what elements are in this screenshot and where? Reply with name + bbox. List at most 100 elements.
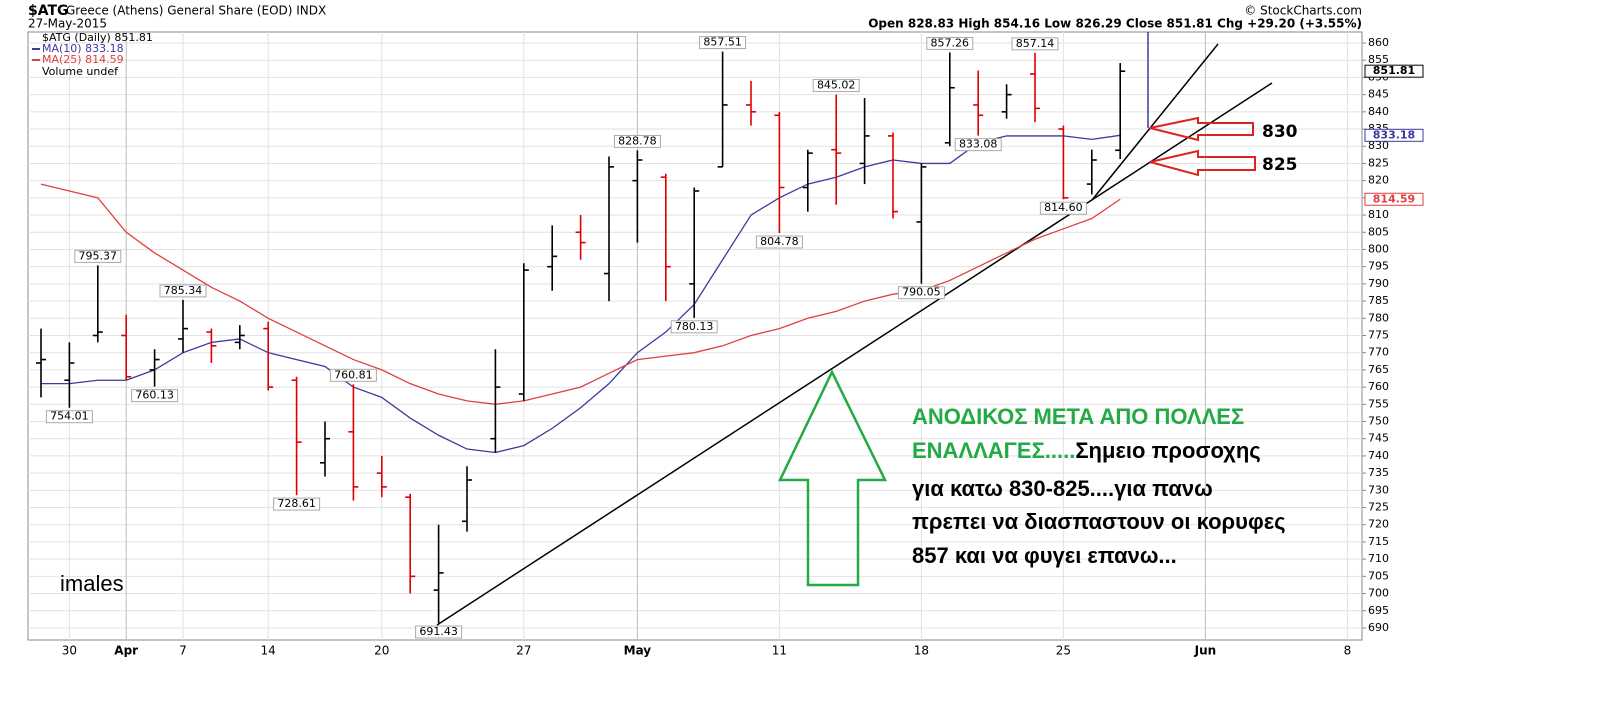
price-tag-box: [1364, 128, 1424, 142]
legend-label: MA(25) 814.59: [42, 53, 124, 66]
y-tick-label: 780: [1368, 311, 1389, 324]
price-tag: 814.59: [1373, 192, 1415, 205]
y-tick-label: 690: [1368, 621, 1389, 634]
value-label: 845.02: [817, 79, 856, 92]
x-tick-label: 20: [374, 644, 389, 658]
y-tick-label: 760: [1368, 380, 1389, 393]
x-tick-label: 7: [179, 644, 187, 658]
x-tick-label: 18: [914, 644, 929, 658]
credit: © StockCharts.com: [1244, 4, 1362, 18]
y-tick-label: 765: [1368, 363, 1389, 376]
value-label: 785.34: [164, 284, 203, 297]
value-label: 780.13: [675, 320, 714, 333]
value-label: 691.43: [419, 625, 458, 638]
price-tag: 851.81: [1373, 64, 1415, 77]
y-tick-label: 790: [1368, 277, 1389, 290]
value-label: 754.01: [50, 410, 89, 423]
note-line: ΑΝΟΔΙΚΟΣ ΜΕΤΑ ΑΠΟ ΠΟΛΛΕΣ: [912, 404, 1244, 429]
x-tick-label: 30: [62, 644, 77, 658]
y-tick-label: 740: [1368, 449, 1389, 462]
plot-frame: [27, 31, 1363, 641]
ma-line: [40, 183, 1121, 405]
y-tick-label: 715: [1368, 535, 1389, 548]
legend-volume: Volume undef: [42, 65, 119, 78]
price-tag-box: [1364, 64, 1424, 78]
value-label-box: [159, 284, 207, 298]
y-tick-label: 710: [1368, 552, 1389, 565]
y-tick-label: 745: [1368, 432, 1389, 445]
value-label: 857.26: [931, 36, 970, 49]
y-tick-label: 720: [1368, 518, 1389, 531]
price-tag: 833.18: [1373, 128, 1415, 141]
y-tick-label: 840: [1368, 105, 1389, 118]
y-tick-label: 785: [1368, 294, 1389, 307]
value-label: 795.37: [79, 249, 118, 262]
value-label-box: [45, 410, 93, 424]
note-line: 857 και να φυγει επανω...: [912, 543, 1177, 568]
x-tick-label: 11: [772, 644, 787, 658]
chart-title: $ATG: [28, 3, 69, 19]
chart-subtitle: Greece (Athens) General Share (EOD) INDX: [66, 4, 326, 18]
y-tick-label: 750: [1368, 415, 1389, 428]
y-tick-label: 825: [1368, 156, 1389, 169]
y-tick-label: 830: [1368, 139, 1389, 152]
level-label: 830: [1262, 122, 1298, 142]
chart-date: 27-May-2015: [28, 17, 107, 31]
value-label-box: [699, 36, 747, 50]
y-tick-label: 800: [1368, 242, 1389, 255]
y-tick-label: 700: [1368, 587, 1389, 600]
y-tick-label: 805: [1368, 225, 1389, 238]
value-label-box: [897, 286, 945, 300]
x-tick-label: Apr: [114, 644, 138, 658]
ma-line: [41, 134, 1121, 454]
value-label: 760.81: [334, 368, 373, 381]
legend-price: $ATG (Daily) 851.81: [42, 31, 153, 44]
value-label: 828.78: [618, 134, 657, 147]
value-label: 857.51: [703, 36, 742, 49]
red-arrow: [1149, 116, 1254, 142]
y-tick-label: 860: [1368, 36, 1389, 49]
value-label: 790.05: [902, 286, 941, 299]
y-tick-label: 810: [1368, 208, 1389, 221]
value-label: 833.08: [959, 138, 998, 151]
value-label-box: [74, 249, 122, 263]
trend-line: [1091, 43, 1219, 201]
value-label-box: [273, 497, 321, 511]
x-tick-label: Jun: [1194, 644, 1217, 658]
value-label-box: [1039, 201, 1087, 215]
x-tick-label: 14: [261, 644, 276, 658]
note-line: για κατω 830-825....για πανω: [912, 476, 1213, 501]
note-line: πρεπει να διασπαστουν οι κορυφες: [912, 509, 1286, 534]
value-label-box: [613, 134, 661, 148]
y-tick-label: 730: [1368, 483, 1389, 496]
y-tick-label: 845: [1368, 88, 1389, 101]
value-label: 728.61: [277, 497, 316, 510]
red-arrow: [1149, 149, 1256, 177]
author: imales: [60, 571, 124, 596]
note-line: ΕΝΑΛΛΑΓΕΣ.....Σημειο προσοχης: [912, 438, 1261, 463]
y-tick-label: 755: [1368, 397, 1389, 410]
legend-label: MA(10) 833.18: [42, 42, 124, 55]
value-label-box: [926, 36, 974, 50]
y-tick-label: 770: [1368, 346, 1389, 359]
price-tag-box: [1364, 192, 1424, 206]
y-tick-label: 775: [1368, 328, 1389, 341]
green-arrow: [778, 369, 888, 587]
price-stats: Open 828.83 High 854.16 Low 826.29 Close…: [868, 17, 1362, 31]
y-tick-label: 705: [1368, 569, 1389, 582]
y-tick-label: 795: [1368, 260, 1389, 273]
x-tick-label: 25: [1056, 644, 1071, 658]
note-green: ΕΝΑΛΛΑΓΕΣ.....: [912, 438, 1075, 463]
value-label-box: [415, 625, 463, 639]
y-tick-label: 735: [1368, 466, 1389, 479]
y-tick-label: 695: [1368, 604, 1389, 617]
value-label: 857.14: [1016, 37, 1055, 50]
trend-line: [436, 82, 1273, 626]
value-label: 814.60: [1044, 201, 1083, 214]
level-label: 825: [1262, 155, 1298, 175]
note-black: Σημειο προσοχης: [1075, 438, 1260, 463]
y-tick-label: 855: [1368, 53, 1389, 66]
value-label-box: [329, 368, 377, 382]
